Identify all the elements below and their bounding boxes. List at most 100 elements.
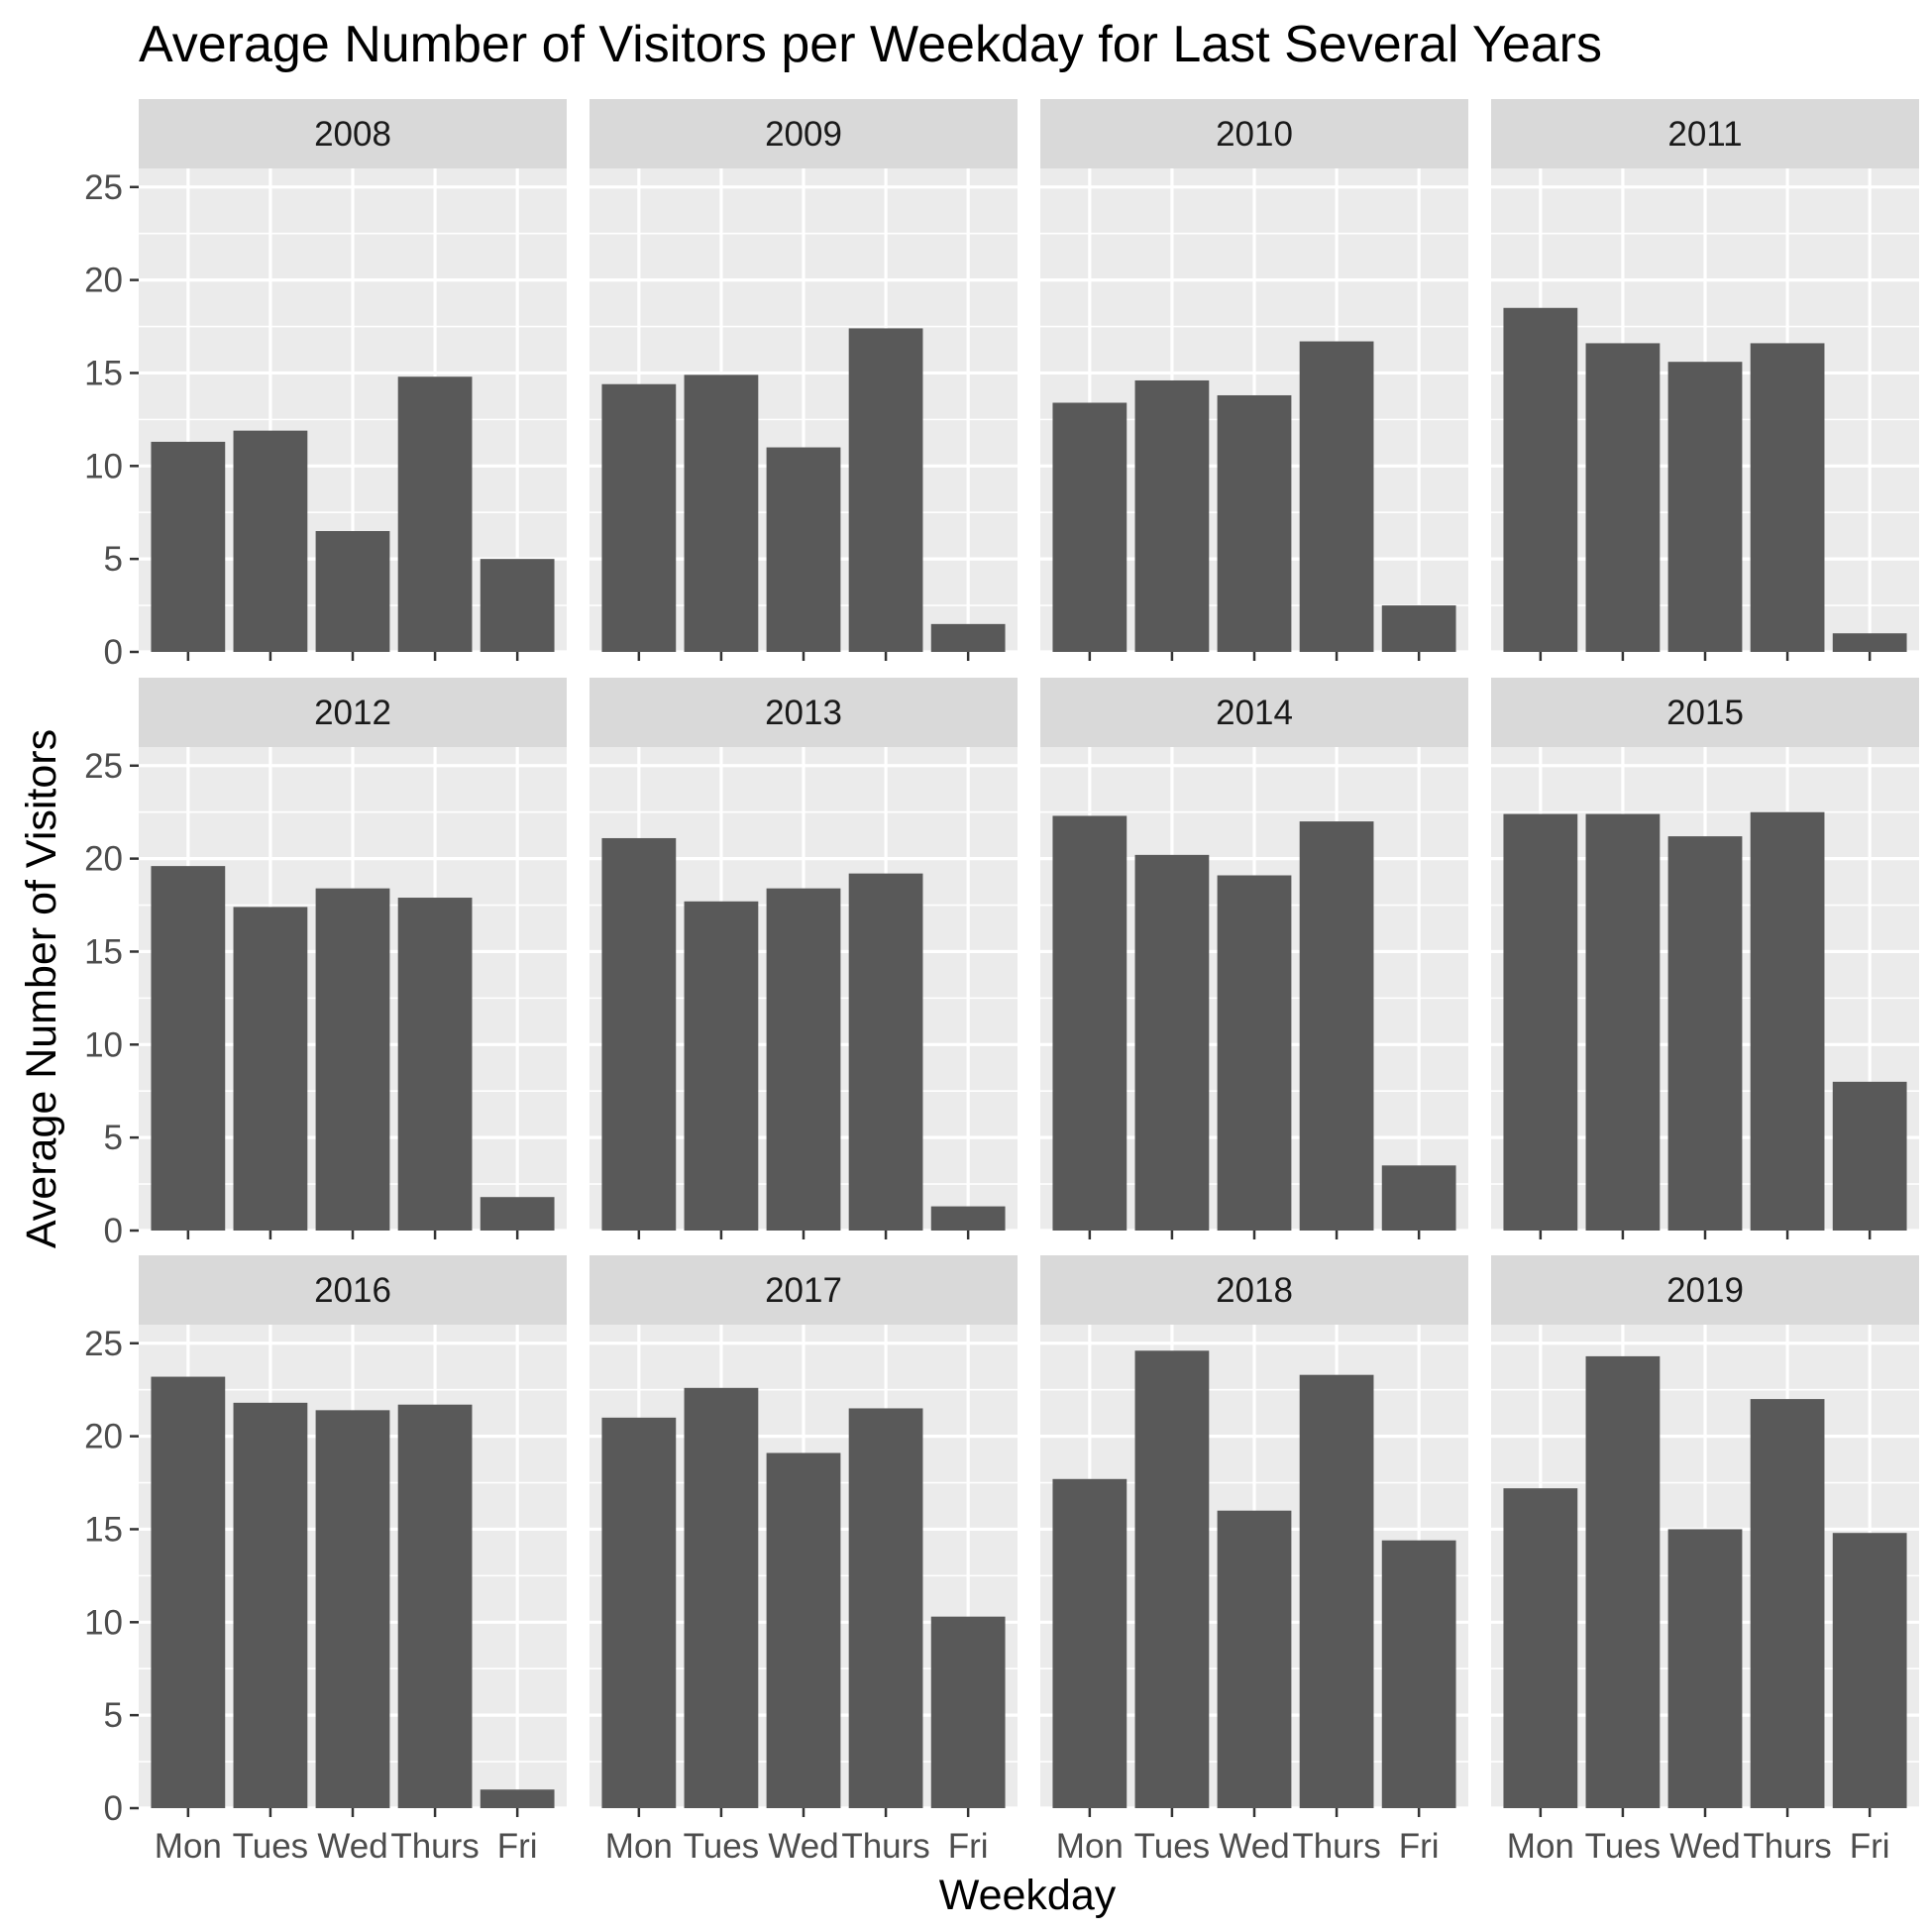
y-tick-label: 10 [84,1025,123,1064]
y-tick-label: 0 [104,1789,123,1828]
bar-2017-Tues [684,1387,759,1808]
y-tick-label: 25 [84,168,123,207]
bar-2015-Thurs [1750,811,1825,1231]
bar-2010-Mon [1052,402,1127,652]
facet-strip-label: 2011 [1667,115,1742,154]
y-tick-label: 0 [104,1212,123,1250]
y-tick-label: 15 [84,354,123,392]
facet-strip [1040,99,1468,168]
bar-2018-Wed [1217,1510,1292,1808]
x-tick-label: Fri [1850,1827,1890,1866]
facet-strip [590,678,1018,747]
bar-2019-Wed [1667,1529,1743,1808]
x-tick-label: Wed [317,1827,387,1866]
bar-2012-Tues [233,907,308,1231]
facet-panel-2015: 2015 [1491,678,1919,1239]
bar-2009-Tues [684,375,759,652]
x-tick-label: Thurs [1743,1827,1831,1866]
bar-2013-Fri [930,1206,1006,1231]
bar-2009-Mon [601,383,677,652]
facet-strip [1040,678,1468,747]
bar-2016-Wed [315,1410,390,1808]
bar-2019-Thurs [1750,1399,1825,1808]
facet-strip [139,99,567,168]
bar-2013-Wed [766,888,841,1231]
x-tick-label: Tues [233,1827,309,1866]
y-tick-label: 15 [84,1510,123,1549]
bar-2017-Fri [930,1616,1006,1808]
facet-strip-label: 2013 [765,694,842,732]
facet-strip-label: 2010 [1216,115,1293,154]
facet-strip-label: 2018 [1216,1271,1293,1310]
bar-2015-Wed [1667,836,1743,1231]
bar-2014-Wed [1217,875,1292,1231]
facet-strip-label: 2008 [314,115,391,154]
facet-panel-2011: 2011 [1491,99,1919,661]
x-tick-label: Thurs [390,1827,479,1866]
x-tick-label: Wed [1219,1827,1289,1866]
facet-panel-2018: 2018 Mon Tues Wed Thurs Fri [1040,1255,1468,1866]
facet-strip [1491,678,1919,747]
bar-2013-Tues [684,901,759,1231]
x-tick-label: Mon [605,1827,673,1866]
x-tick-label: Thurs [1292,1827,1380,1866]
facet-strip-label: 2016 [314,1271,391,1310]
facet-panel-2012: 2012 0 5 10 15 20 25 [84,678,567,1250]
x-tick-label: Fri [1399,1827,1440,1866]
bar-2012-Wed [315,888,390,1231]
bar-2010-Fri [1381,605,1456,652]
facet-strip [1040,1255,1468,1325]
bar-2011-Tues [1585,343,1661,652]
x-tick-label: Thurs [841,1827,929,1866]
facet-strip [139,1255,567,1325]
bar-2018-Mon [1052,1478,1127,1808]
bar-2017-Mon [601,1417,677,1808]
bar-2018-Fri [1381,1540,1456,1808]
y-tick-label: 15 [84,932,123,971]
bar-2014-Mon [1052,815,1127,1231]
bar-2010-Tues [1134,379,1210,652]
y-tick-label: 10 [84,447,123,485]
y-tick-label: 0 [104,633,123,672]
bar-2013-Thurs [848,873,923,1231]
y-axis-title: Average Number of Visitors [18,729,65,1248]
facet-panel-2009: 2009 [590,99,1018,661]
bar-2019-Tues [1585,1355,1661,1808]
x-tick-label: Mon [1056,1827,1124,1866]
x-tick-label: Mon [155,1827,222,1866]
y-tick-label: 20 [84,840,123,879]
facet-panel-2019: 2019 Mon Tues Wed Thurs Fri [1491,1255,1919,1866]
bar-2011-Thurs [1750,343,1825,652]
bar-2016-Fri [480,1789,555,1808]
facet-strip [590,1255,1018,1325]
y-tick-label: 5 [104,1696,123,1735]
facet-strip-label: 2014 [1216,694,1293,732]
bar-2016-Thurs [397,1404,473,1808]
bar-2011-Fri [1832,633,1907,652]
bar-2014-Fri [1381,1165,1456,1231]
facet-strip-label: 2017 [765,1271,842,1310]
x-axis-title: Weekday [939,1872,1117,1919]
bar-2015-Tues [1585,813,1661,1231]
bar-2011-Wed [1667,362,1743,652]
bar-2018-Thurs [1299,1374,1374,1808]
bar-2011-Mon [1503,307,1578,652]
y-tick-label: 5 [104,540,123,579]
facet-panel-2014: 2014 [1040,678,1468,1239]
bar-2013-Mon [601,837,677,1231]
y-tick-label: 5 [104,1119,123,1157]
facet-panel-2017: 2017 Mon Tues Wed Thurs Fri [590,1255,1018,1866]
x-tick-label: Wed [768,1827,838,1866]
x-tick-label: Tues [684,1827,760,1866]
x-tick-label: Wed [1669,1827,1740,1866]
bar-2017-Wed [766,1452,841,1808]
bar-2015-Mon [1503,813,1578,1231]
bar-2015-Fri [1832,1081,1907,1231]
bar-2014-Thurs [1299,821,1374,1231]
bar-2008-Mon [151,441,226,652]
y-tick-label: 20 [84,262,123,300]
x-tick-label: Fri [948,1827,989,1866]
bar-2012-Fri [480,1197,555,1231]
bar-2019-Fri [1832,1533,1907,1808]
